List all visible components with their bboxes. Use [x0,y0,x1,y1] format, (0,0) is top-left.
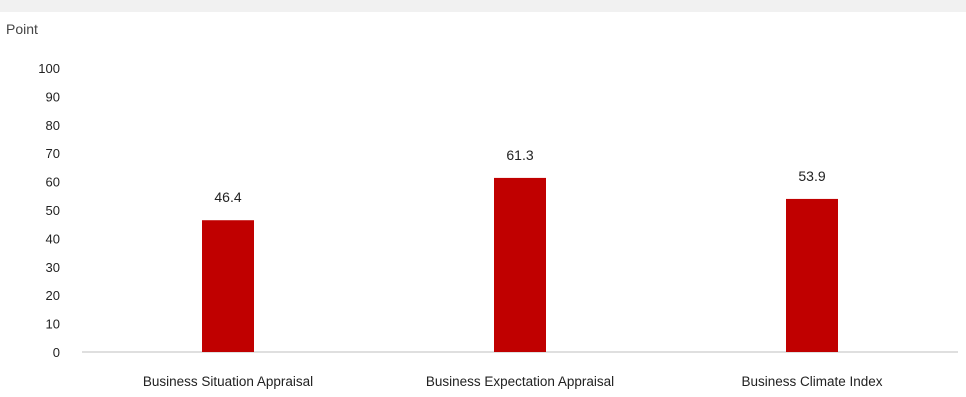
y-tick-label: 80 [46,118,60,133]
x-category-label: Business Climate Index [741,374,882,389]
x-category-label: Business Situation Appraisal [143,374,313,389]
bar [494,177,546,352]
bar-series: 46.4 61.3 53.9 [202,147,838,352]
y-tick-label: 100 [38,61,60,76]
bar-data-label: 46.4 [214,189,241,205]
y-axis-ticks: 0 10 20 30 40 50 60 70 80 90 100 [38,61,60,360]
y-tick-label: 0 [53,345,60,360]
y-tick-label: 50 [46,203,60,218]
y-tick-label: 20 [46,288,60,303]
bar-data-label: 53.9 [798,168,825,184]
bar [202,220,254,352]
y-tick-label: 40 [46,231,60,246]
y-axis-unit-label: Point [6,21,38,37]
y-tick-label: 60 [46,175,60,190]
bar-data-label: 61.3 [506,147,533,163]
bar [786,198,838,352]
y-tick-label: 30 [46,260,60,275]
y-tick-label: 90 [46,89,60,104]
y-tick-label: 70 [46,146,60,161]
x-category-label: Business Expectation Appraisal [426,374,614,389]
top-strip [0,0,966,12]
y-tick-label: 10 [46,317,60,332]
x-axis-category-labels: Business Situation Appraisal Business Exp… [143,374,883,389]
